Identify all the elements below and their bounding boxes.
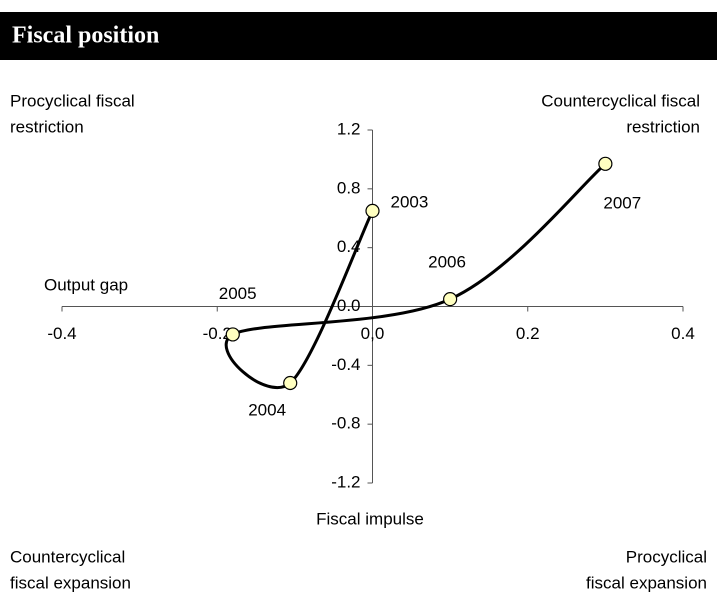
- annotation: fiscal expansion: [586, 573, 707, 592]
- x-tick-label: -0.2: [203, 324, 232, 343]
- annotation: Procyclical fiscal: [10, 91, 135, 110]
- x-tick-label: -0.4: [47, 324, 76, 343]
- annotation: Procyclical: [626, 547, 707, 566]
- data-point: [365, 203, 380, 218]
- annotation: Countercyclical fiscal: [541, 91, 700, 110]
- data-point: [283, 375, 298, 391]
- series-line: [224, 162, 607, 389]
- y-tick-label: -0.4: [331, 355, 360, 374]
- point-label: 2005: [219, 284, 257, 303]
- x-tick-label: 0.2: [516, 324, 540, 343]
- annotation: Countercyclical: [10, 547, 125, 566]
- chart-title: Fiscal position: [12, 23, 159, 49]
- y-tick-label: 1.2: [337, 119, 361, 138]
- point-label: 2003: [391, 192, 429, 211]
- data-point: [598, 156, 613, 171]
- y-tick-label: -0.8: [331, 414, 360, 433]
- annotation: restriction: [10, 117, 84, 136]
- point-label: 2007: [603, 193, 641, 212]
- point-label: 2006: [428, 253, 466, 272]
- annotation: restriction: [626, 117, 700, 136]
- header-bar: [0, 12, 717, 60]
- x-tick-label: 0.4: [671, 324, 695, 343]
- point-label: 2004: [248, 400, 286, 419]
- data-point: [443, 292, 458, 307]
- y-tick-label: 0.0: [337, 296, 361, 315]
- annotation: fiscal expansion: [10, 573, 131, 592]
- x-tick-label: 0,0: [361, 324, 385, 343]
- y-tick-label: 0.8: [337, 178, 361, 197]
- x-axis-label: Output gap: [44, 275, 128, 294]
- y-axis-label: Fiscal impulse: [316, 509, 424, 528]
- data-point: [225, 327, 240, 342]
- y-tick-label: -1.2: [331, 472, 360, 491]
